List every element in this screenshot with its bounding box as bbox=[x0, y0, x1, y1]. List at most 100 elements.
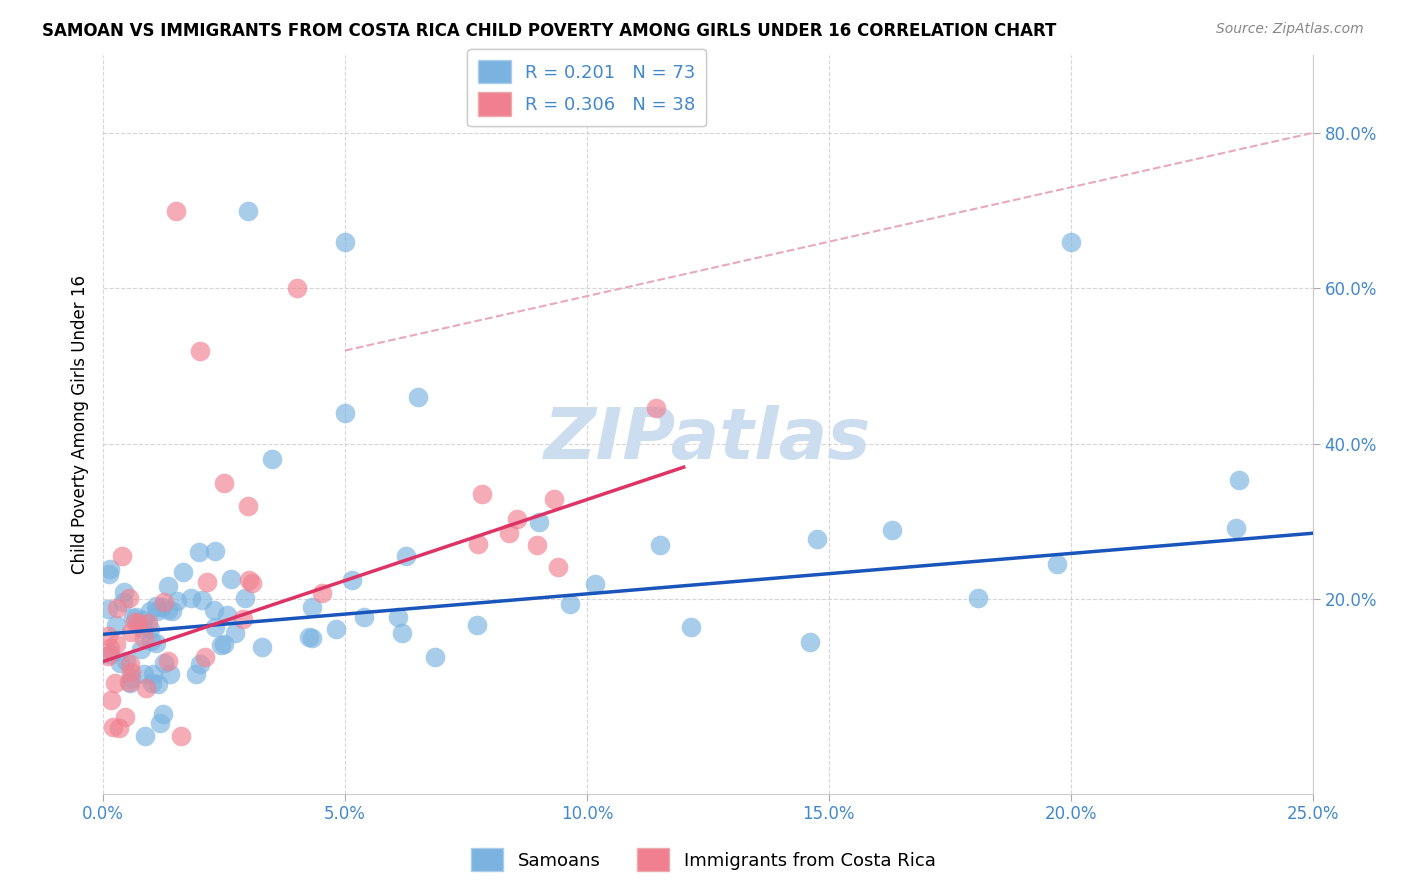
Point bbox=[1046, 557, 1069, 571]
Point bbox=[186, 666, 208, 681]
Point bbox=[134, 729, 156, 743]
Point bbox=[142, 667, 165, 681]
Point bbox=[115, 654, 138, 668]
Point bbox=[120, 665, 142, 680]
Point bbox=[679, 619, 702, 633]
Point bbox=[194, 649, 217, 664]
Point bbox=[311, 585, 333, 599]
Point bbox=[145, 599, 167, 614]
Point bbox=[153, 594, 176, 608]
Point bbox=[103, 720, 125, 734]
Point bbox=[262, 452, 284, 467]
Text: Source: ZipAtlas.com: Source: ZipAtlas.com bbox=[1216, 22, 1364, 37]
Point bbox=[298, 630, 321, 644]
Point bbox=[212, 637, 235, 651]
Point bbox=[387, 609, 409, 624]
Point bbox=[132, 613, 155, 627]
Point bbox=[547, 560, 569, 574]
Point bbox=[645, 401, 668, 415]
Point bbox=[471, 487, 494, 501]
Point bbox=[104, 618, 127, 632]
Point bbox=[111, 549, 134, 564]
Point bbox=[882, 523, 904, 537]
Point bbox=[967, 591, 990, 605]
Point bbox=[191, 592, 214, 607]
Point bbox=[188, 343, 211, 358]
Point bbox=[333, 406, 356, 420]
Point bbox=[132, 631, 155, 645]
Point bbox=[353, 610, 375, 624]
Point bbox=[97, 629, 120, 643]
Point bbox=[132, 667, 155, 681]
Point bbox=[558, 597, 581, 611]
Point bbox=[301, 631, 323, 645]
Point bbox=[107, 721, 129, 735]
Point bbox=[98, 562, 121, 576]
Point bbox=[209, 638, 232, 652]
Point bbox=[145, 636, 167, 650]
Point bbox=[141, 676, 163, 690]
Point bbox=[648, 538, 671, 552]
Point bbox=[112, 585, 135, 599]
Point bbox=[202, 603, 225, 617]
Point bbox=[238, 499, 260, 513]
Point bbox=[139, 604, 162, 618]
Point bbox=[233, 591, 256, 605]
Point bbox=[1225, 521, 1247, 535]
Point bbox=[333, 235, 356, 249]
Point bbox=[156, 579, 179, 593]
Point bbox=[146, 676, 169, 690]
Point bbox=[172, 565, 194, 579]
Point bbox=[238, 203, 260, 218]
Point bbox=[391, 626, 413, 640]
Text: ZIPatlas: ZIPatlas bbox=[544, 405, 872, 474]
Point bbox=[166, 594, 188, 608]
Point bbox=[129, 642, 152, 657]
Point bbox=[97, 602, 120, 616]
Point bbox=[135, 681, 157, 695]
Point bbox=[112, 595, 135, 609]
Point bbox=[118, 657, 141, 672]
Point bbox=[232, 611, 254, 625]
Point bbox=[105, 601, 128, 615]
Point bbox=[120, 676, 142, 690]
Point bbox=[583, 577, 606, 591]
Point bbox=[250, 640, 273, 654]
Point bbox=[188, 545, 211, 559]
Point bbox=[195, 574, 218, 589]
Point bbox=[180, 591, 202, 605]
Text: SAMOAN VS IMMIGRANTS FROM COSTA RICA CHILD POVERTY AMONG GIRLS UNDER 16 CORRELAT: SAMOAN VS IMMIGRANTS FROM COSTA RICA CHI… bbox=[42, 22, 1056, 40]
Point bbox=[340, 573, 363, 587]
Point bbox=[114, 709, 136, 723]
Point bbox=[97, 648, 120, 663]
Point bbox=[240, 576, 263, 591]
Point bbox=[325, 623, 347, 637]
Point bbox=[238, 574, 260, 588]
Point bbox=[498, 526, 520, 541]
Point bbox=[100, 693, 122, 707]
Point bbox=[219, 572, 242, 586]
Point bbox=[125, 610, 148, 624]
Point bbox=[98, 647, 121, 661]
Point bbox=[543, 491, 565, 506]
Point bbox=[152, 706, 174, 721]
Point bbox=[156, 654, 179, 668]
Point bbox=[224, 626, 246, 640]
Point bbox=[395, 549, 418, 564]
Point bbox=[104, 675, 127, 690]
Point bbox=[136, 615, 159, 630]
Point bbox=[204, 620, 226, 634]
Point bbox=[162, 604, 184, 618]
Point bbox=[799, 635, 821, 649]
Point bbox=[215, 608, 238, 623]
Y-axis label: Child Poverty Among Girls Under 16: Child Poverty Among Girls Under 16 bbox=[72, 275, 89, 574]
Point bbox=[138, 622, 160, 636]
Point bbox=[110, 656, 132, 670]
Point bbox=[120, 625, 142, 640]
Point bbox=[124, 615, 146, 630]
Point bbox=[406, 390, 429, 404]
Point bbox=[188, 657, 211, 672]
Point bbox=[301, 599, 323, 614]
Point bbox=[806, 532, 828, 546]
Point bbox=[159, 666, 181, 681]
